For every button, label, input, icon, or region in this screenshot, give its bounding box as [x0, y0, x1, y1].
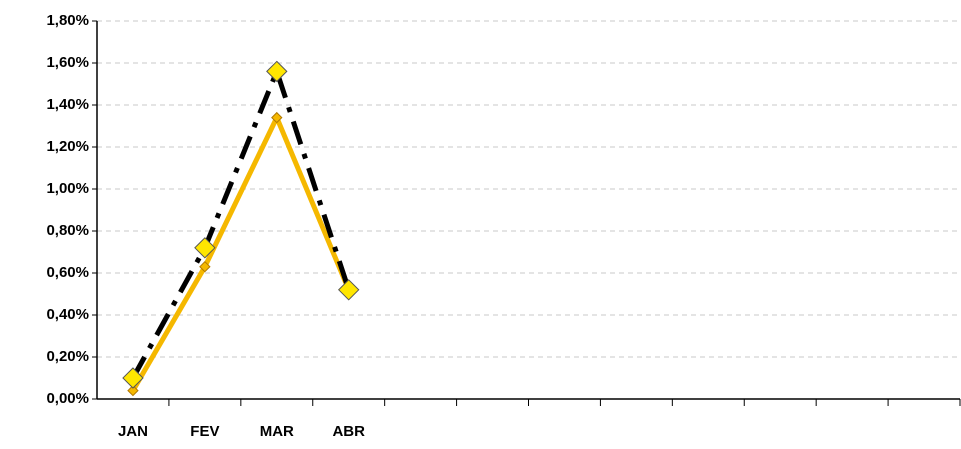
data-marker [122, 367, 144, 389]
data-marker [338, 279, 360, 301]
y-tick-label: 1,60% [46, 54, 89, 71]
y-tick-label: 0,20% [46, 348, 89, 365]
y-tick-label: 1,40% [46, 96, 89, 113]
x-tick-label: FEV [190, 423, 219, 440]
data-marker [199, 260, 211, 273]
data-marker [194, 237, 216, 259]
data-marker [127, 384, 139, 397]
x-tick-label: JAN [118, 423, 148, 440]
y-tick-label: 1,80% [46, 12, 89, 29]
x-tick-label: ABR [332, 423, 365, 440]
y-tick-label: 1,20% [46, 138, 89, 155]
y-tick-label: 0,60% [46, 264, 89, 281]
series-line [130, 68, 352, 380]
x-tick-label: MAR [260, 423, 294, 440]
data-marker [266, 60, 288, 83]
y-tick-label: 0,80% [46, 222, 89, 239]
series-line [130, 115, 352, 392]
y-tick-label: 0,00% [46, 390, 89, 407]
data-marker [271, 111, 283, 124]
y-tick-label: 0,40% [46, 306, 89, 323]
y-tick-label: 1,00% [46, 180, 89, 197]
